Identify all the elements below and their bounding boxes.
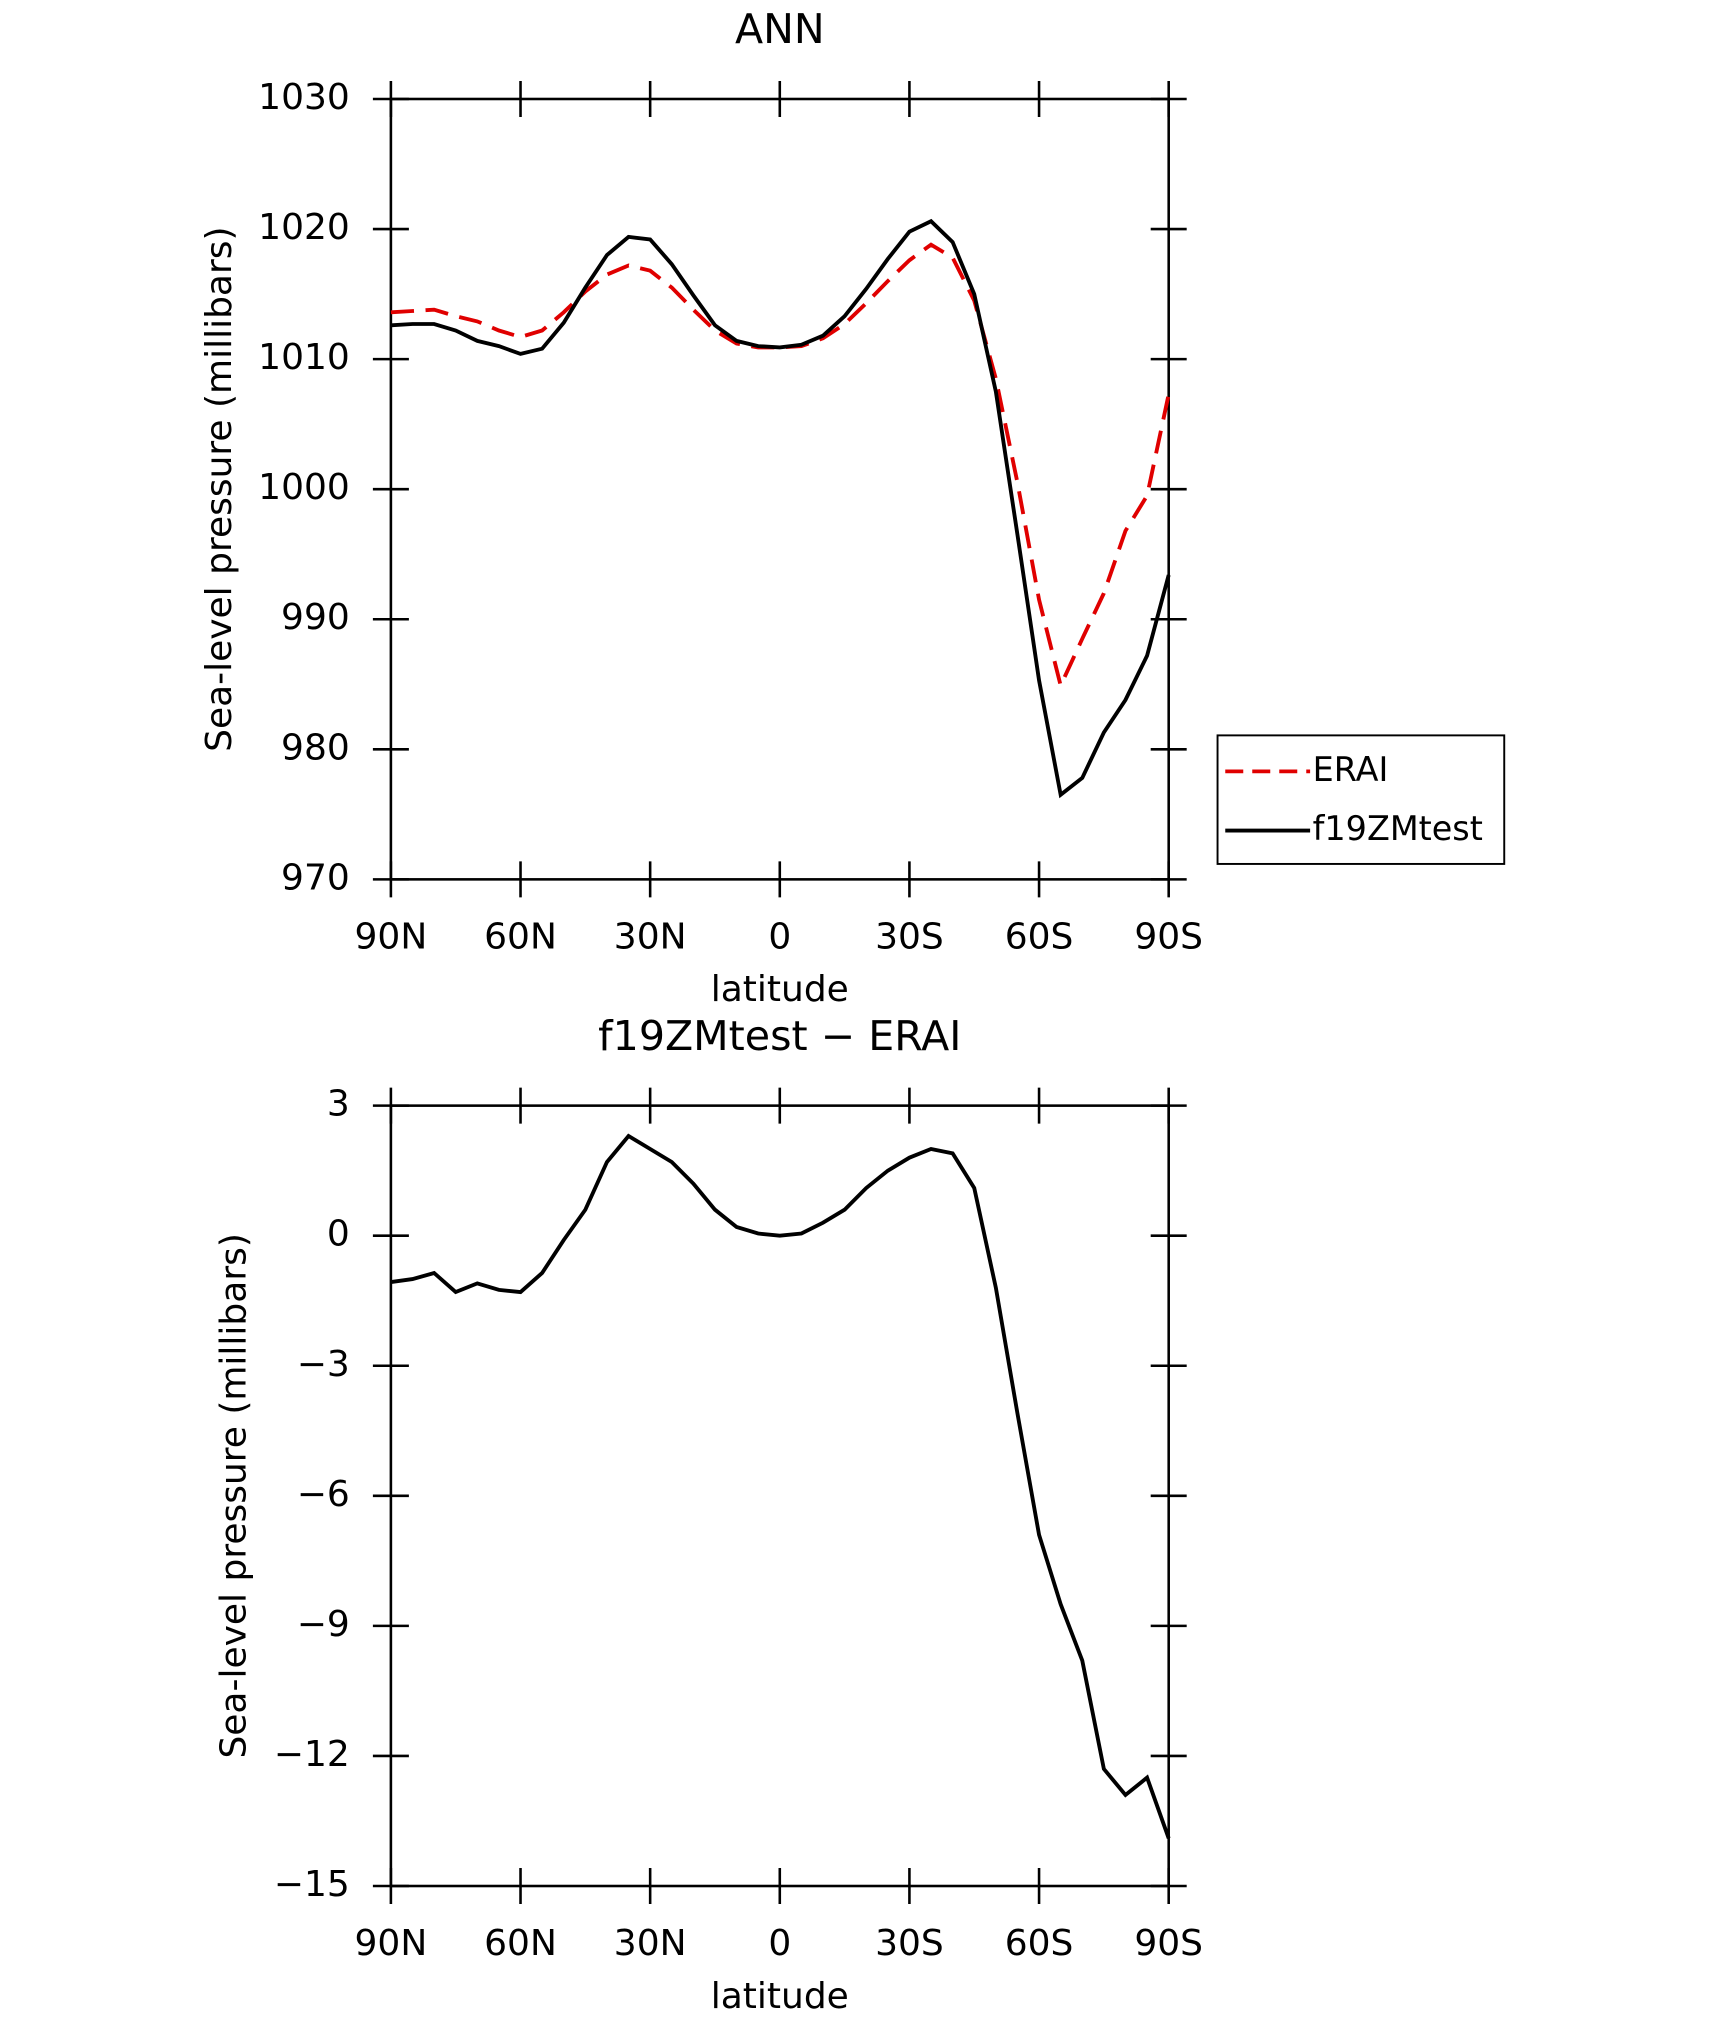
y-tick-label: −15: [274, 1864, 350, 1905]
y-tick-label: 980: [281, 727, 350, 768]
y-tick-label: −6: [297, 1474, 350, 1515]
x-tick-label: 60S: [1005, 1923, 1074, 1964]
y-tick-label: 3: [327, 1084, 350, 1125]
y-tick-label: −9: [297, 1604, 350, 1645]
y-axis-label: Sea-level pressure (millibars): [199, 226, 240, 751]
x-tick-label: 30N: [614, 1923, 687, 1964]
x-tick-label: 0: [768, 1923, 791, 1964]
plot-frame: [389, 1104, 1170, 1888]
legend-label: f19ZMtest: [1313, 809, 1483, 848]
data-line: [390, 1133, 1171, 1839]
x-tick-label: 60N: [484, 1923, 557, 1964]
y-tick-label: 1030: [258, 77, 350, 118]
x-tick-label: 60N: [484, 917, 557, 958]
y-tick-label: 1020: [258, 207, 350, 248]
y-axis-label: Sea-level pressure (millibars): [213, 1233, 254, 1758]
y-tick-label: 1010: [258, 337, 350, 378]
x-tick-label: 30N: [614, 917, 687, 958]
chart-title: f19ZMtest − ERAI: [598, 1012, 961, 1060]
x-tick-label: 90S: [1134, 1923, 1203, 1964]
x-tick-label: 90N: [355, 1923, 428, 1964]
x-axis-label: latitude: [711, 969, 849, 1010]
y-tick-label: 990: [281, 597, 350, 638]
y-tick-label: 1000: [258, 467, 350, 508]
plot-frame: [389, 97, 1170, 881]
y-tick-label: −12: [274, 1734, 350, 1775]
y-tick-label: 0: [327, 1214, 350, 1255]
x-tick-label: 90N: [355, 917, 428, 958]
x-axis-label: latitude: [711, 1976, 849, 2017]
data-line: [390, 242, 1171, 692]
x-tick-label: 0: [768, 917, 791, 958]
x-tick-label: 30S: [875, 1923, 944, 1964]
legend-box: [1216, 734, 1506, 865]
y-tick-label: 970: [281, 857, 350, 898]
x-tick-label: 30S: [875, 917, 944, 958]
legend-label: ERAI: [1313, 750, 1389, 789]
chart-title: ANN: [735, 5, 825, 53]
x-tick-label: 90S: [1134, 917, 1203, 958]
data-line: [390, 218, 1171, 799]
x-tick-label: 60S: [1005, 917, 1074, 958]
y-tick-label: −3: [297, 1344, 350, 1385]
